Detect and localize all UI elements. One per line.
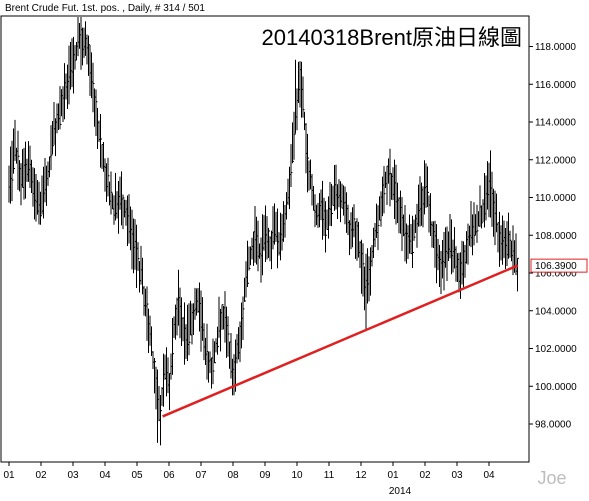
- x-tick-label: 02: [419, 470, 431, 481]
- ohlc-bar: [227, 316, 230, 357]
- x-tick-label: 01: [3, 470, 15, 481]
- ohlc-bar: [110, 171, 113, 215]
- y-tick-label: 106.0000: [535, 269, 577, 280]
- ohlc-bar: [427, 166, 429, 207]
- ohlc-bar: [92, 62, 95, 113]
- x-tick-label: 09: [259, 470, 271, 481]
- x-axis-year-label: 2014: [389, 486, 412, 497]
- ohlc-bar: [217, 326, 219, 355]
- x-tick-label: 07: [195, 470, 207, 481]
- ohlc-bar: [413, 219, 416, 241]
- ohlc-bar: [17, 130, 20, 190]
- ohlc-bar: [307, 133, 309, 193]
- ohlc-bar: [412, 215, 414, 268]
- x-tick-label: 08: [227, 470, 239, 481]
- ohlc-bar: [302, 76, 305, 118]
- ohlc-bar: [290, 144, 293, 187]
- ohlc-bar: [11, 140, 14, 202]
- ohlc-bar: [172, 318, 174, 375]
- ohlc-bar: [13, 128, 15, 174]
- ohlc-bar: [160, 395, 162, 446]
- ohlc-bar: [146, 286, 149, 341]
- ohlc-bar: [212, 338, 215, 385]
- ohlc-bar: [242, 296, 245, 340]
- chart-title: 20140318Brent原油日線圖: [262, 25, 522, 50]
- ohlc-bar: [481, 205, 483, 229]
- ohlc-bar: [325, 201, 327, 253]
- ohlc-bar: [40, 191, 42, 225]
- y-tick-label: 118.0000: [535, 42, 576, 53]
- last-price-box: [530, 258, 588, 273]
- ohlc-bar: [383, 166, 386, 214]
- ohlc-bar: [473, 202, 476, 246]
- ohlc-bar: [476, 204, 479, 243]
- trendline: [162, 264, 519, 418]
- ohlc-bar: [268, 227, 270, 259]
- x-tick-label: 02: [35, 470, 47, 481]
- ohlc-bar: [221, 304, 224, 330]
- watermark: Joe: [537, 468, 566, 488]
- ohlc-bar: [331, 183, 333, 227]
- y-tick-label: 104.0000: [535, 306, 577, 317]
- x-tick-label: 03: [451, 470, 463, 481]
- x-tick-label: 11: [324, 470, 335, 481]
- ohlc-bar: [292, 122, 294, 164]
- last-price-label: 106.3900: [535, 261, 577, 272]
- y-axis: 118.0000 116.0000 114.0000 112.0000 110.0000…: [529, 42, 577, 431]
- ohlc-bar: [377, 205, 380, 251]
- ohlc-bar: [50, 125, 53, 171]
- ohlc-bar: [107, 157, 110, 197]
- ohlc-bar: [293, 111, 296, 160]
- x-tick-label: 04: [99, 470, 111, 481]
- ohlc-bar: [248, 246, 251, 271]
- ohlc-bar: [100, 113, 102, 168]
- ohlc-bar: [122, 194, 125, 230]
- ohlc-bar: [206, 323, 209, 380]
- ohlc-bar: [188, 303, 191, 356]
- x-tick-label: 12: [355, 470, 367, 481]
- ohlc-bar: [517, 257, 519, 292]
- y-tick-label: 98.0000: [535, 420, 572, 431]
- ohlc-bar: [353, 204, 356, 238]
- ohlc-bar: [137, 242, 140, 271]
- ohlc-bar: [74, 45, 77, 70]
- y-tick-label: 110.0000: [535, 193, 576, 204]
- y-tick-label: 100.0000: [535, 382, 577, 393]
- ohlc-bar: [247, 240, 249, 287]
- ohlc-bar: [59, 86, 62, 130]
- ohlc-bar: [244, 277, 246, 302]
- ohlc-bar: [52, 120, 54, 155]
- x-axis: 01 02 03 04 05 06 07 08 09 10 11 12 01 02 03 04: [3, 462, 495, 481]
- x-tick-label: 01: [387, 470, 399, 481]
- y-tick-label: 116.0000: [535, 80, 576, 91]
- y-tick-label: 114.0000: [535, 118, 576, 129]
- ohlc-bar: [88, 35, 90, 76]
- x-tick-label: 04: [483, 470, 495, 481]
- x-tick-label: 03: [67, 470, 79, 481]
- y-tick-label: 108.0000: [535, 231, 577, 242]
- ohlc-bar: [95, 89, 98, 136]
- ohlc-bar: [214, 341, 216, 364]
- price-bars: [8, 17, 519, 446]
- y-tick-label: 102.0000: [535, 344, 577, 355]
- x-tick-label: 10: [291, 470, 303, 481]
- chart-header: Brent Crude Fut. 1st. pos. , Daily, # 31…: [5, 3, 205, 14]
- x-tick-label: 06: [163, 470, 175, 481]
- ohlc-bar: [154, 358, 156, 394]
- ohlc-bar: [509, 230, 512, 258]
- y-tick-label: 112.0000: [535, 155, 576, 166]
- x-tick-label: 05: [131, 470, 143, 481]
- ohlc-bar: [362, 243, 365, 297]
